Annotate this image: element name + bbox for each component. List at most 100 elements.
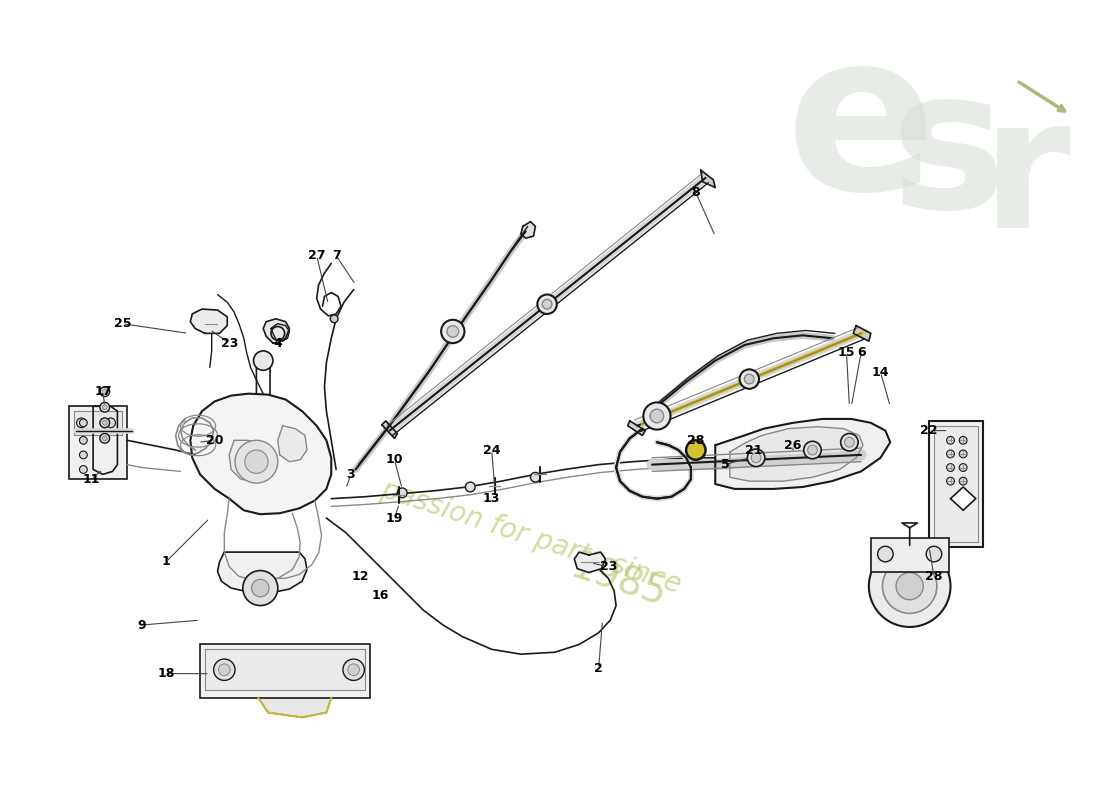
Text: 10: 10 (386, 454, 404, 466)
Polygon shape (229, 440, 273, 481)
Polygon shape (382, 421, 397, 438)
Circle shape (845, 438, 855, 447)
Circle shape (751, 453, 761, 462)
Text: 12: 12 (352, 570, 370, 583)
Text: r: r (982, 90, 1070, 266)
Text: 13: 13 (483, 492, 500, 505)
Circle shape (745, 374, 755, 384)
Circle shape (219, 664, 230, 675)
Circle shape (530, 472, 540, 482)
Polygon shape (278, 426, 307, 462)
Polygon shape (701, 170, 715, 187)
Polygon shape (729, 426, 864, 481)
Text: 5: 5 (720, 458, 729, 471)
Circle shape (447, 326, 459, 338)
Circle shape (441, 320, 464, 343)
Circle shape (807, 445, 817, 455)
Text: passion for parts since: passion for parts since (376, 476, 684, 599)
Text: 22: 22 (921, 424, 938, 437)
Circle shape (650, 410, 663, 423)
Polygon shape (854, 326, 871, 341)
Text: 25: 25 (113, 317, 131, 330)
Text: 23: 23 (600, 560, 617, 573)
Circle shape (213, 659, 235, 681)
Polygon shape (950, 487, 976, 510)
Bar (205, 650, 365, 690)
Polygon shape (258, 698, 331, 718)
Polygon shape (190, 309, 228, 334)
Circle shape (100, 387, 110, 397)
Bar (871, 538, 948, 571)
Circle shape (106, 418, 116, 428)
Circle shape (542, 299, 552, 309)
Bar (69, 406, 128, 479)
Text: 24: 24 (483, 443, 500, 457)
Bar (74, 411, 122, 435)
Polygon shape (94, 406, 118, 474)
Text: 19: 19 (386, 511, 403, 525)
Circle shape (878, 546, 893, 562)
Circle shape (538, 294, 557, 314)
Bar (934, 426, 978, 542)
Polygon shape (271, 324, 289, 341)
Text: 4: 4 (274, 337, 283, 350)
Circle shape (102, 405, 107, 410)
Text: 28: 28 (925, 570, 943, 583)
Text: 6: 6 (857, 346, 866, 359)
Circle shape (79, 419, 87, 426)
Circle shape (102, 420, 107, 426)
Circle shape (100, 402, 110, 412)
Text: 7: 7 (332, 249, 341, 262)
Circle shape (100, 418, 110, 428)
Circle shape (947, 478, 955, 485)
Circle shape (79, 466, 87, 474)
Text: 16: 16 (371, 590, 388, 602)
Text: 21: 21 (746, 443, 763, 457)
Circle shape (79, 437, 87, 444)
Circle shape (465, 482, 475, 492)
Polygon shape (574, 552, 605, 573)
Circle shape (245, 450, 268, 474)
Circle shape (253, 351, 273, 370)
Circle shape (644, 402, 671, 430)
Circle shape (959, 437, 967, 444)
Circle shape (869, 546, 950, 627)
Circle shape (271, 326, 281, 336)
Circle shape (397, 488, 407, 498)
Circle shape (947, 437, 955, 444)
Circle shape (102, 436, 107, 441)
Polygon shape (190, 394, 331, 514)
Circle shape (947, 464, 955, 471)
Text: 1: 1 (162, 555, 170, 568)
Circle shape (271, 326, 285, 340)
Circle shape (100, 434, 110, 443)
Circle shape (804, 442, 822, 458)
Circle shape (747, 449, 764, 466)
Bar (930, 421, 982, 547)
Bar (200, 645, 371, 698)
Circle shape (926, 546, 942, 562)
Polygon shape (263, 318, 289, 343)
Text: 1985: 1985 (565, 548, 671, 614)
Polygon shape (520, 222, 536, 238)
Text: 20: 20 (206, 434, 223, 447)
Circle shape (77, 418, 86, 428)
Circle shape (235, 440, 278, 483)
Circle shape (739, 370, 759, 389)
Circle shape (330, 315, 338, 322)
Text: 28: 28 (688, 434, 704, 447)
Text: 8: 8 (692, 186, 700, 199)
Circle shape (896, 573, 923, 600)
Text: 17: 17 (95, 386, 111, 398)
Circle shape (79, 451, 87, 458)
Text: 3: 3 (346, 468, 355, 481)
Circle shape (882, 559, 937, 614)
Text: 15: 15 (838, 346, 855, 359)
Circle shape (947, 450, 955, 458)
Text: 14: 14 (872, 366, 889, 378)
Circle shape (252, 579, 270, 597)
Text: 11: 11 (82, 473, 100, 486)
Polygon shape (218, 552, 307, 593)
Circle shape (686, 440, 705, 460)
Circle shape (959, 464, 967, 471)
